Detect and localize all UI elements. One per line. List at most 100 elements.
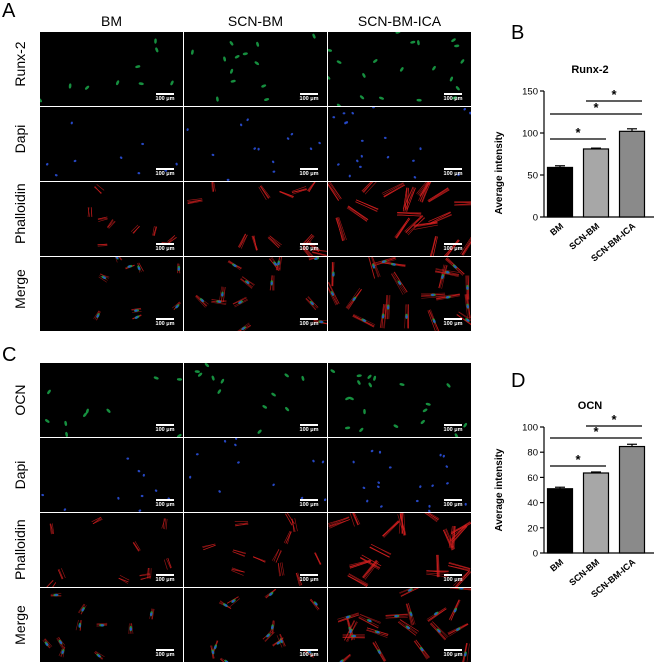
row-label-merge-bottom: Merge (12, 605, 28, 645)
top-micrograph-dapi-2: 100 μm (328, 107, 471, 181)
scale-bar: 100 μm (153, 424, 177, 433)
top-micrograph-phal-2: 100 μm (328, 182, 471, 256)
scale-bar-label: 100 μm (443, 321, 463, 327)
bottom-micrograph-phal-0: 100 μm (40, 513, 183, 587)
row-label-merge-top: Merge (12, 269, 28, 309)
scale-bar-line (444, 649, 462, 651)
scale-bar-label: 100 μm (299, 321, 319, 327)
scale-bar-label: 100 μm (299, 246, 319, 252)
chart-d-x-tick-label: BM (548, 557, 565, 574)
scale-bar-label: 100 μm (155, 246, 175, 252)
row-label-dapi-bottom: Dapi (12, 460, 28, 490)
chart-b-x-tick-label: SCN-BM (567, 221, 601, 252)
bottom-micrograph-green-1: 100 μm (184, 363, 327, 437)
chart-d-significance-star: * (593, 424, 599, 439)
scale-bar-line (300, 243, 318, 245)
top-micrograph-phal-0: 100 μm (40, 182, 183, 256)
row-label-phalloidin-top: Phalloidin (12, 183, 28, 244)
scale-bar: 100 μm (297, 649, 321, 658)
scale-bar: 100 μm (297, 499, 321, 508)
column-header-scn-bm: SCN-BM (227, 13, 284, 29)
top-micrograph-dapi-1: 100 μm (184, 107, 327, 181)
bottom-micrograph-dapi-1: 100 μm (184, 438, 327, 512)
bottom-micrograph-phal-1: 100 μm (184, 513, 327, 587)
panel-letter-b: B (511, 22, 525, 44)
bottom-micrograph-green-0: 100 μm (40, 363, 183, 437)
scale-bar-line (156, 649, 174, 651)
top-micrograph-merge-2: 100 μm (328, 257, 471, 331)
scale-bar: 100 μm (297, 168, 321, 177)
chart-b-y-tick-label: 100 (522, 129, 538, 140)
scale-bar: 100 μm (153, 318, 177, 327)
scale-bar-line (444, 318, 462, 320)
panel-letter-c: C (2, 344, 17, 366)
chart-b-y-tick-label: 150 (522, 87, 538, 98)
scale-bar: 100 μm (297, 424, 321, 433)
micrograph-grid-bottom: 100 μm 100 μm 100 μm 100 μm 100 μm 100 μm 100 … (40, 363, 471, 662)
scale-bar: 100 μm (441, 424, 465, 433)
micrograph-grid-top: 100 μm 100 μm 100 μm 100 μm 100 μm 100 μm 100 … (40, 32, 471, 331)
scale-bar-label: 100 μm (299, 96, 319, 102)
scale-bar-line (156, 168, 174, 170)
bottom-micrograph-green-2: 100 μm (328, 363, 471, 437)
chart-b-bar-2 (618, 130, 646, 218)
scale-bar-label: 100 μm (155, 652, 175, 658)
scale-bar: 100 μm (153, 93, 177, 102)
scale-bar: 100 μm (153, 168, 177, 177)
scale-bar-label: 100 μm (155, 321, 175, 327)
scale-bar: 100 μm (297, 93, 321, 102)
scale-bar-label: 100 μm (155, 502, 175, 508)
scale-bar: 100 μm (153, 574, 177, 583)
top-micrograph-phal-1: 100 μm (184, 182, 327, 256)
bar-chart-runx2: Runx-2 Average intensity 0 50 100 150 * * * B… (494, 64, 654, 264)
chart-d-y-tick-label: 100 (522, 423, 538, 434)
top-micrograph-dapi-0: 100 μm (40, 107, 183, 181)
scale-bar: 100 μm (441, 168, 465, 177)
chart-d-y-tick-label: 20 (527, 523, 538, 534)
scale-bar: 100 μm (441, 318, 465, 327)
chart-b-title: Runx-2 (571, 64, 608, 76)
chart-d-y-tick-label: 80 (527, 448, 538, 459)
chart-d-significance-star: * (575, 452, 581, 467)
scale-bar-line (444, 243, 462, 245)
chart-d-y-tick-label: 60 (527, 473, 538, 484)
scale-bar-label: 100 μm (299, 577, 319, 583)
top-micrograph-merge-0: 100 μm (40, 257, 183, 331)
bottom-micrograph-phal-2: 100 μm (328, 513, 471, 587)
chart-b-significance-star: * (593, 100, 599, 115)
panel-letter-a: A (2, 0, 16, 22)
scale-bar-label: 100 μm (299, 502, 319, 508)
scale-bar-line (156, 243, 174, 245)
scale-bar-line (156, 424, 174, 426)
scale-bar-line (300, 499, 318, 501)
scale-bar-label: 100 μm (443, 171, 463, 177)
top-micrograph-green-1: 100 μm (184, 32, 327, 106)
scale-bar-line (300, 424, 318, 426)
scale-bar: 100 μm (441, 649, 465, 658)
scale-bar: 100 μm (297, 243, 321, 252)
bottom-micrograph-merge-2: 100 μm (328, 588, 471, 662)
scale-bar-line (156, 93, 174, 95)
scale-bar-label: 100 μm (443, 427, 463, 433)
chart-b-ylabel: Average intensity (494, 131, 505, 214)
scale-bar-label: 100 μm (443, 96, 463, 102)
chart-d-bar-1 (582, 472, 610, 554)
chart-b-bar-0 (546, 166, 574, 218)
chart-d-y-tick-label: 40 (527, 498, 538, 509)
scale-bar: 100 μm (297, 574, 321, 583)
chart-d-bar-0 (546, 488, 574, 554)
scale-bar: 100 μm (441, 574, 465, 583)
scale-bar-line (156, 318, 174, 320)
scale-bar-label: 100 μm (299, 652, 319, 658)
scale-bar-label: 100 μm (443, 577, 463, 583)
chart-b-y-tick-label: 0 (533, 213, 538, 224)
scale-bar-line (300, 318, 318, 320)
row-label-runx2: Runx-2 (12, 41, 28, 87)
scale-bar-line (444, 499, 462, 501)
scale-bar-label: 100 μm (155, 577, 175, 583)
chart-d-y-tick-label: 0 (533, 549, 538, 560)
scale-bar: 100 μm (297, 318, 321, 327)
row-label-dapi-top: Dapi (12, 124, 28, 154)
scale-bar-label: 100 μm (443, 246, 463, 252)
bar-chart-ocn: OCN Average intensity 0 20 40 60 80 100 * * * B… (494, 400, 654, 600)
